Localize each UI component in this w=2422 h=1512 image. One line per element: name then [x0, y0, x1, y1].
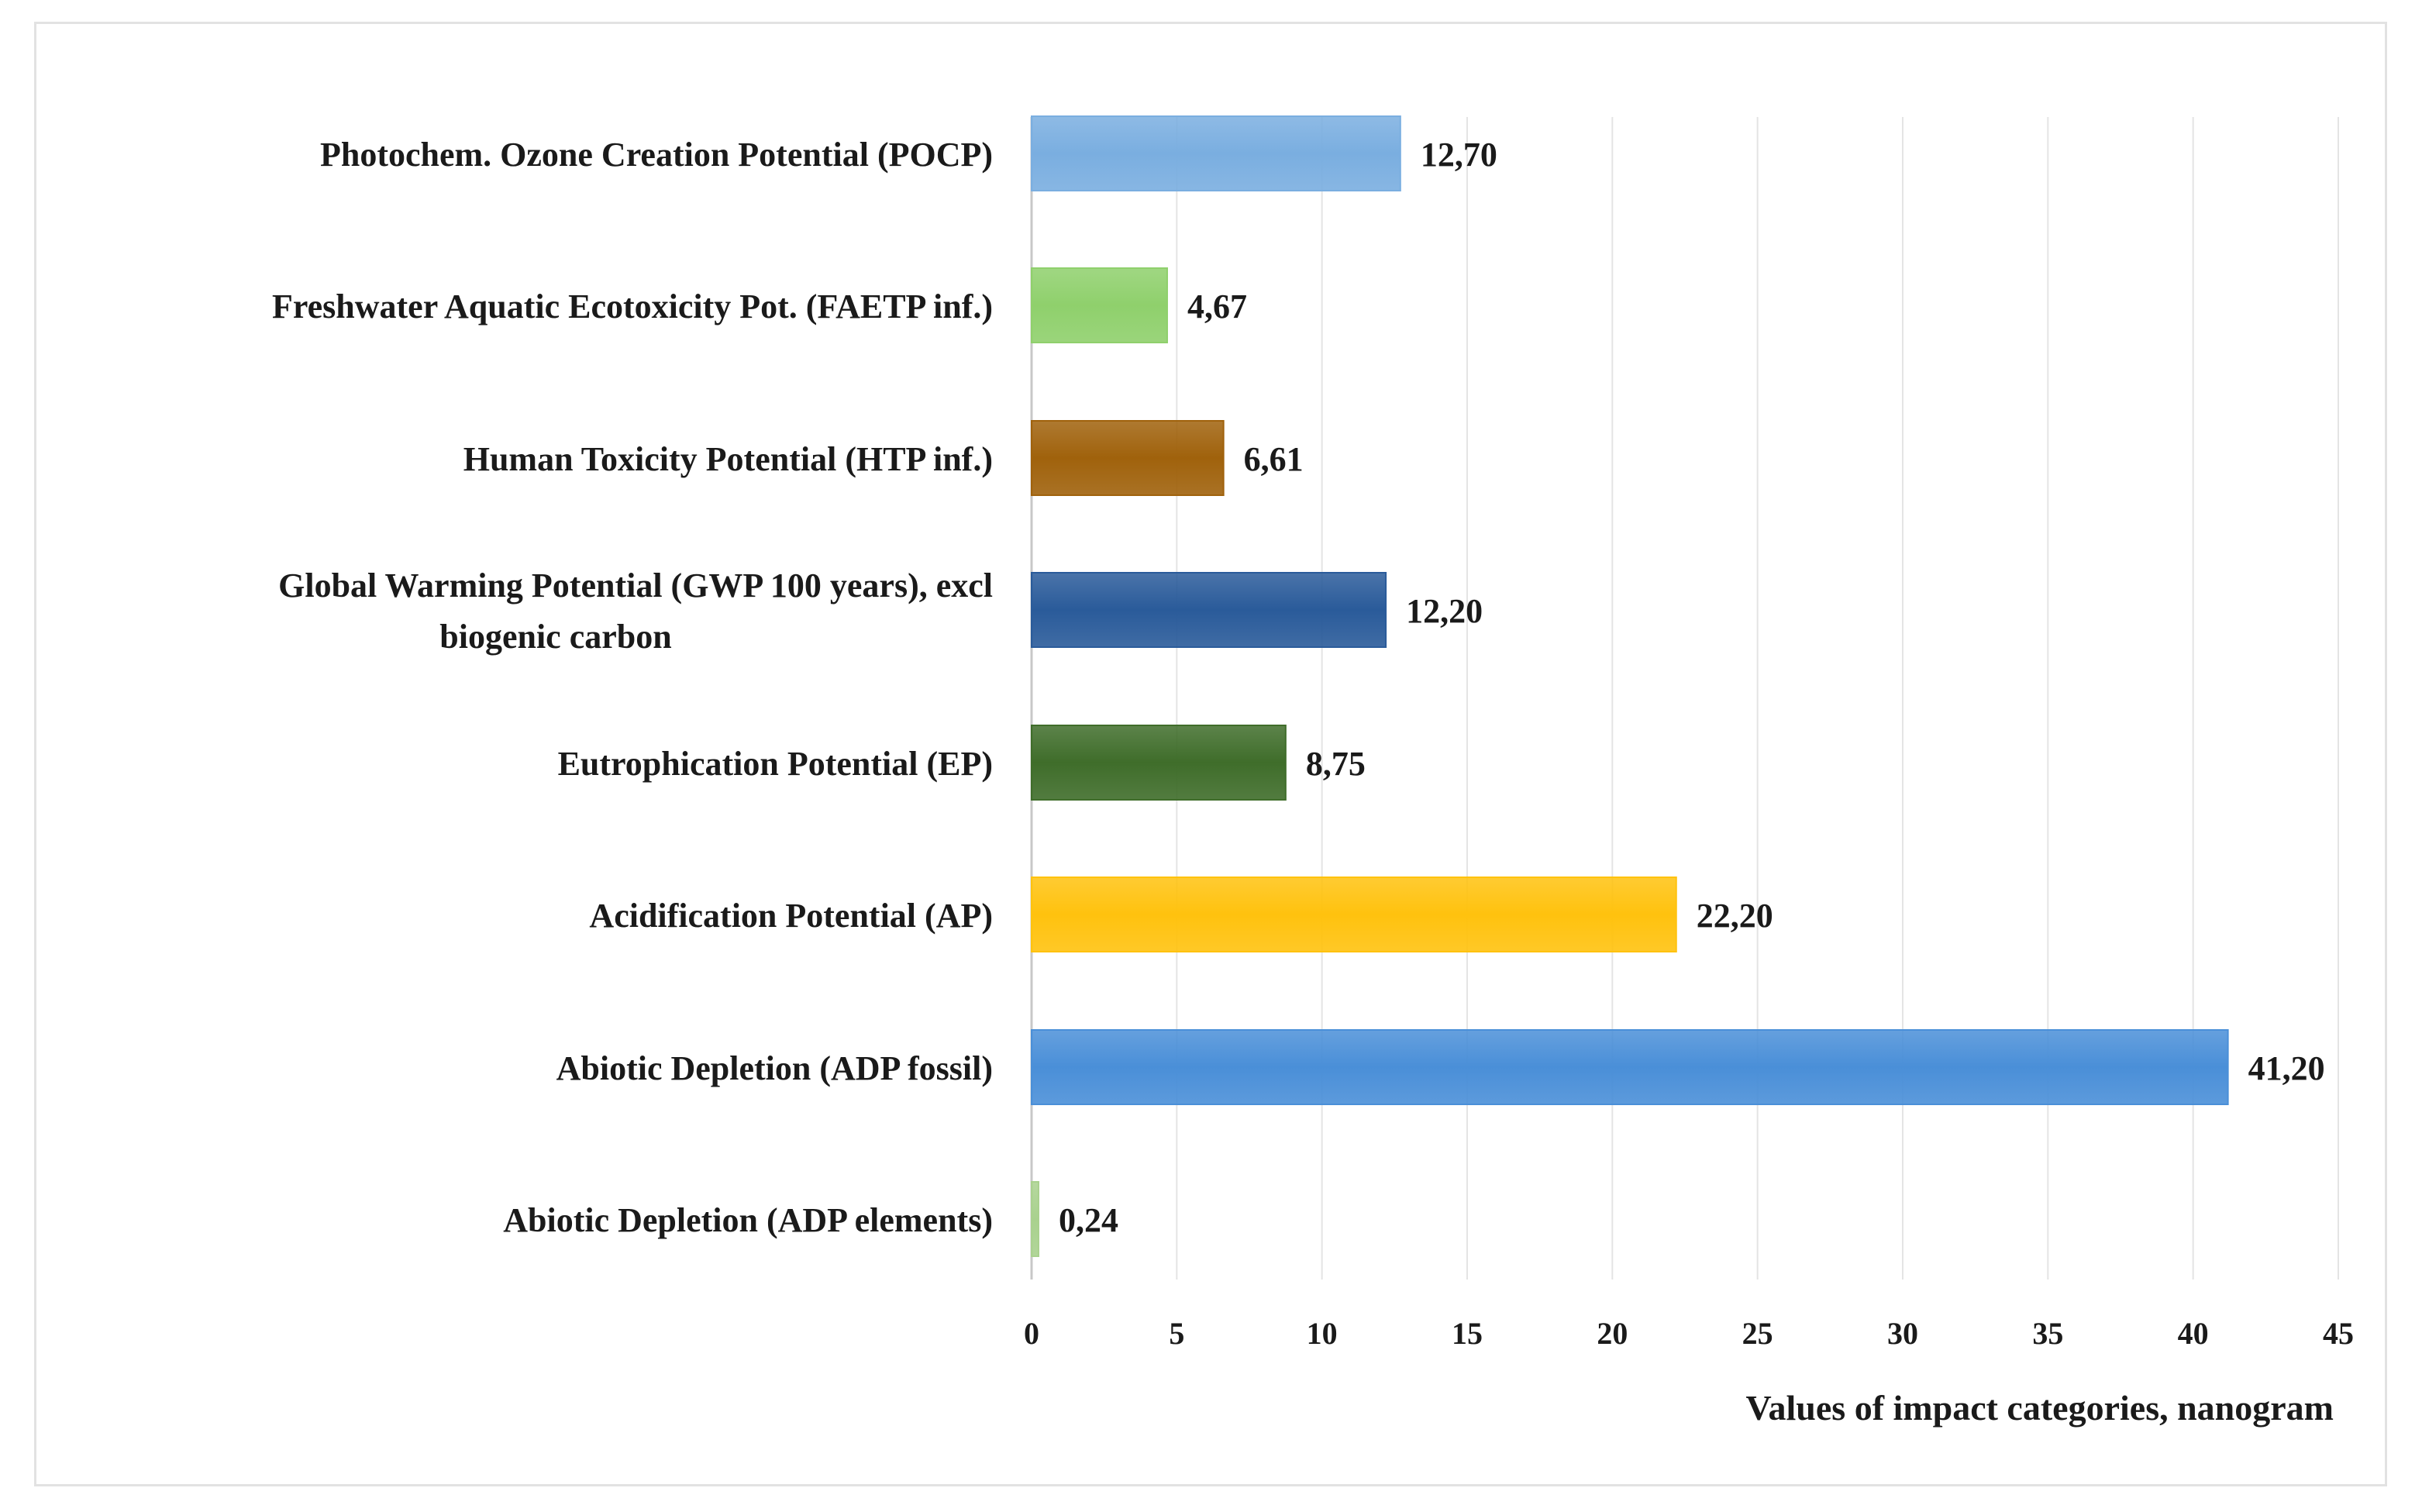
impact-categories-bar-chart: Photochem. Ozone Creation Potential (POC… — [272, 115, 2354, 1428]
x-tick-label: 0 — [1024, 1316, 1039, 1351]
bar-4 — [1031, 572, 1387, 648]
bar-value-label: 6,61 — [1244, 440, 1304, 478]
x-axis-ticks: 0 5 10 15 20 25 30 35 40 45 — [1024, 1316, 2354, 1351]
gridlines — [1030, 117, 2339, 1280]
x-tick-label: 40 — [2178, 1316, 2209, 1351]
x-tick-label: 10 — [1307, 1316, 1338, 1351]
category-label: Eutrophication Potential (EP) — [558, 745, 993, 783]
bar-2 — [1031, 267, 1168, 343]
x-tick-label: 45 — [2323, 1316, 2354, 1351]
x-tick-label: 35 — [2032, 1316, 2063, 1351]
chart-frame: Photochem. Ozone Creation Potential (POC… — [34, 22, 2387, 1486]
x-tick-label: 30 — [1887, 1316, 1918, 1351]
bar-value-label: 4,67 — [1187, 288, 1247, 325]
bar-1 — [1031, 115, 1401, 191]
x-tick-label: 25 — [1742, 1316, 1773, 1351]
category-label: Freshwater Aquatic Ecotoxicity Pot. (FAE… — [272, 288, 993, 325]
category-label-line: biogenic carbon — [439, 618, 671, 656]
category-label: Photochem. Ozone Creation Potential (POC… — [320, 136, 993, 174]
category-label: Acidification Potential (AP) — [589, 897, 993, 935]
bar-value-label: 8,75 — [1306, 745, 1366, 783]
category-label: Abiotic Depletion (ADP elements) — [503, 1201, 993, 1239]
bar-value-label: 0,24 — [1059, 1201, 1118, 1239]
bar-7 — [1031, 1029, 2229, 1105]
bar-3 — [1031, 420, 1225, 496]
category-label-line: Global Warming Potential (GWP 100 years)… — [278, 567, 993, 604]
category-label: Abiotic Depletion (ADP fossil) — [556, 1049, 993, 1087]
x-tick-label: 15 — [1452, 1316, 1483, 1351]
x-axis-title: Values of impact categories, nanogram — [1746, 1388, 2334, 1428]
bar-value-label: 41,20 — [2248, 1049, 2325, 1087]
bar-value-label: 12,70 — [1421, 136, 1497, 174]
category-label: Human Toxicity Potential (HTP inf.) — [463, 440, 993, 478]
category-label: Global Warming Potential (GWP 100 years)… — [278, 567, 993, 656]
bar-5 — [1031, 725, 1287, 801]
value-labels: 12,70 4,67 6,61 12,20 8,75 22,20 41,20 0,24 — [1059, 136, 2325, 1239]
category-labels: Photochem. Ozone Creation Potential (POC… — [272, 136, 993, 1239]
bar-value-label: 22,20 — [1697, 897, 1773, 935]
bars — [1031, 115, 2229, 1257]
bar-value-label: 12,20 — [1406, 592, 1483, 630]
bar-6 — [1031, 877, 1677, 952]
x-tick-label: 5 — [1169, 1316, 1184, 1351]
x-tick-label: 20 — [1597, 1316, 1628, 1351]
bar-8 — [1031, 1181, 1039, 1257]
